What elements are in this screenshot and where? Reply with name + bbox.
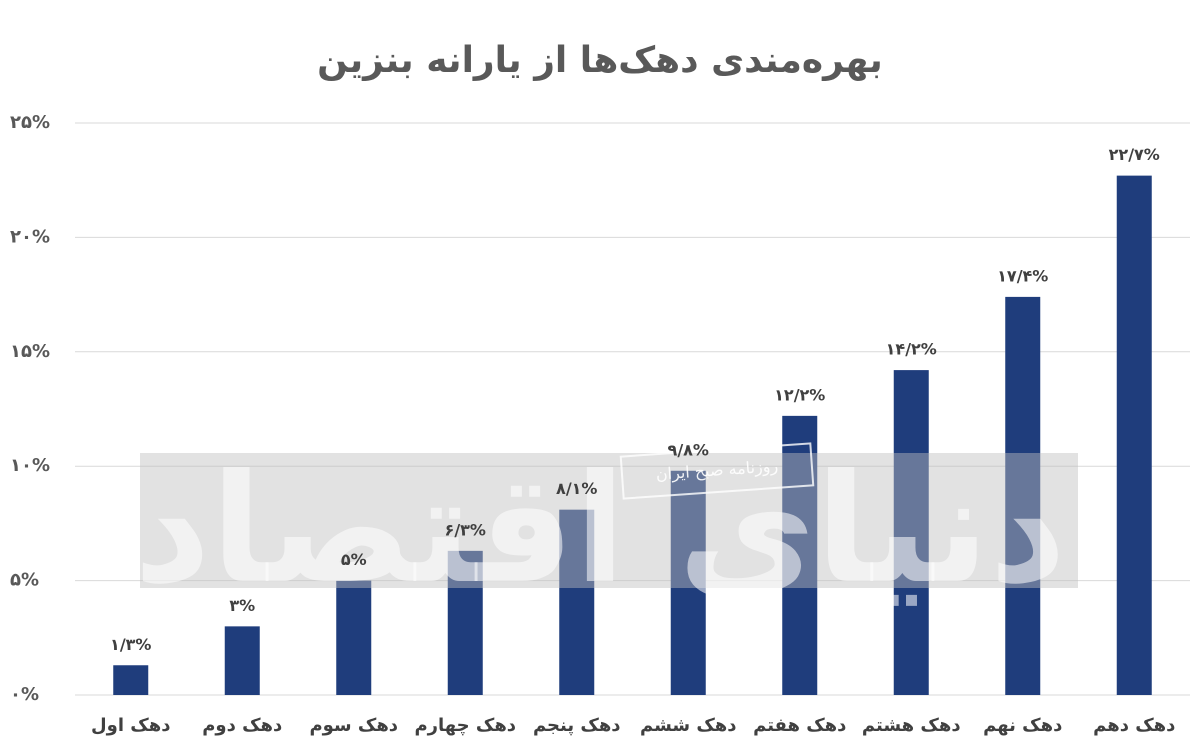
bar [113,665,149,695]
x-tick-label: دهک هشتم [862,715,961,736]
x-tick-label: دهک چهارم [414,715,516,736]
value-label: ۲۲/۷% [1109,145,1160,164]
x-tick-label: دهک دوم [202,715,282,736]
x-tick-label: دهک ششم [640,715,737,736]
watermark-brand: دنیای اقتصاد [134,443,1067,617]
x-tick-label: دهک هفتم [753,715,846,736]
chart-title: بهره‌مندی دهک‌ها از یارانه بنزین [317,40,883,81]
x-tick-label: دهک سوم [309,715,398,736]
x-tick-label: دهک پنجم [533,715,621,736]
y-tick-label: ۱۰% [10,455,50,476]
bar [1005,296,1041,695]
watermark-band [140,453,1078,588]
watermark: روزنامه صبح ایران دنیای اقتصاد [134,442,1078,617]
y-tick-label: ۵% [10,570,39,591]
x-tick-label: دهک دهم [1093,715,1175,736]
y-tick-label: ۱۵% [10,341,50,362]
value-label: ۳% [229,596,255,615]
value-label: ۱۷/۴% [997,266,1048,285]
bar [1116,175,1152,695]
bar [559,509,595,695]
value-label: ۱/۳% [110,635,151,654]
x-tick-label: دهک نهم [983,715,1062,736]
y-tick-label: ۲۵% [10,112,50,133]
watermark-frame [619,442,815,500]
value-label: ۹/۸% [668,440,709,459]
y-tick-label: ۲۰% [10,226,50,247]
bar [224,626,260,695]
y-tick-label: ۰% [10,684,39,705]
value-label: ۵% [341,550,367,569]
bar [893,370,929,695]
value-label: ۱۲/۲% [774,385,825,404]
x-tick-label: دهک اول [91,715,170,736]
value-label: ۱۴/۲% [886,340,937,359]
value-label: ۶/۳% [445,520,486,539]
bar [670,470,706,695]
bar [336,580,372,695]
value-label: ۸/۱% [556,479,597,498]
bar [447,550,483,695]
